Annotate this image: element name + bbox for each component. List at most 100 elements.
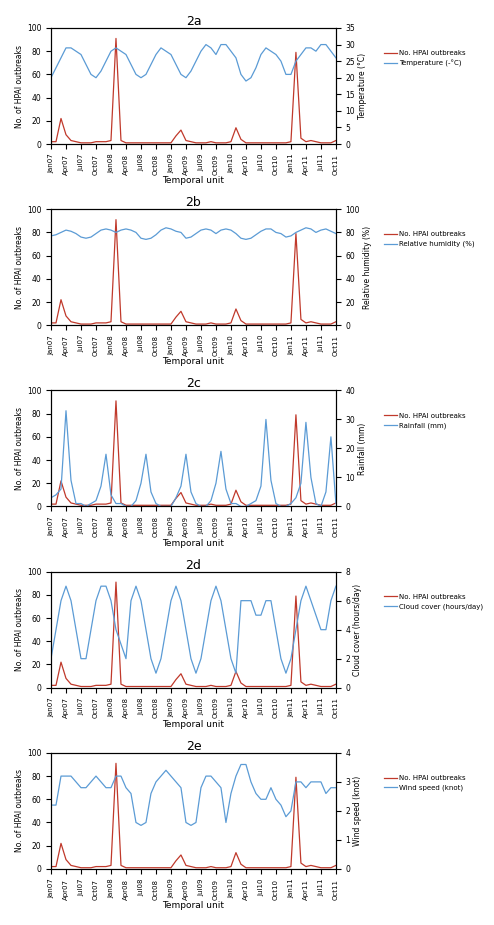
- X-axis label: Temporal unit: Temporal unit: [163, 357, 224, 366]
- X-axis label: Temporal unit: Temporal unit: [163, 720, 224, 729]
- Wind speed (knot): [138, 820, 144, 831]
- Title: 2d: 2d: [186, 559, 202, 572]
- No. HPAI outbreaks: [78, 862, 84, 873]
- Relative humidity (%): [268, 224, 274, 235]
- No. HPAI outbreaks: [113, 576, 119, 587]
- Cloud cover (hours/day): [123, 653, 129, 664]
- Cloud cover (hours/day): [323, 624, 329, 635]
- No. HPAI outbreaks: [128, 500, 134, 511]
- Relative humidity (%): [333, 228, 339, 240]
- No. HPAI outbreaks: [128, 137, 134, 148]
- Line: No. HPAI outbreaks: No. HPAI outbreaks: [51, 401, 336, 505]
- Rainfall (mm): [123, 501, 129, 512]
- Line: No. HPAI outbreaks: No. HPAI outbreaks: [51, 39, 336, 142]
- Title: 2b: 2b: [186, 196, 202, 209]
- Relative humidity (%): [118, 225, 124, 236]
- Line: Wind speed (knot): Wind speed (knot): [51, 764, 336, 825]
- No. HPAI outbreaks: [333, 135, 339, 146]
- No. HPAI outbreaks: [323, 681, 329, 692]
- Y-axis label: Temperature (°C): Temperature (°C): [358, 53, 367, 119]
- Cloud cover (hours/day): [48, 653, 54, 664]
- No. HPAI outbreaks: [268, 681, 274, 692]
- X-axis label: Temporal unit: Temporal unit: [163, 901, 224, 910]
- No. HPAI outbreaks: [123, 137, 129, 148]
- No. HPAI outbreaks: [113, 214, 119, 225]
- Y-axis label: Relative humidity (%): Relative humidity (%): [363, 226, 372, 309]
- Relative humidity (%): [143, 234, 149, 245]
- Cloud cover (hours/day): [63, 581, 69, 592]
- Wind speed (knot): [268, 783, 274, 794]
- No. HPAI outbreaks: [123, 318, 129, 329]
- No. HPAI outbreaks: [113, 33, 119, 44]
- No. HPAI outbreaks: [128, 862, 134, 873]
- Y-axis label: Cloud cover (hours/day): Cloud cover (hours/day): [353, 584, 362, 676]
- Wind speed (knot): [238, 758, 244, 770]
- Y-axis label: No. of HPAI outbreaks: No. of HPAI outbreaks: [15, 770, 24, 853]
- Line: No. HPAI outbreaks: No. HPAI outbreaks: [51, 582, 336, 686]
- Temperature (-°C): [118, 45, 124, 56]
- Cloud cover (hours/day): [333, 581, 339, 592]
- Line: Relative humidity (%): Relative humidity (%): [51, 228, 336, 240]
- Cloud cover (hours/day): [268, 595, 274, 606]
- Wind speed (knot): [323, 788, 329, 799]
- No. HPAI outbreaks: [113, 395, 119, 406]
- Line: Rainfall (mm): Rainfall (mm): [51, 411, 336, 507]
- Wind speed (knot): [48, 799, 54, 810]
- X-axis label: Temporal unit: Temporal unit: [163, 538, 224, 548]
- Cloud cover (hours/day): [298, 595, 304, 606]
- Temperature (-°C): [333, 53, 339, 64]
- No. HPAI outbreaks: [323, 500, 329, 511]
- Line: No. HPAI outbreaks: No. HPAI outbreaks: [51, 219, 336, 324]
- No. HPAI outbreaks: [123, 862, 129, 873]
- Title: 2c: 2c: [186, 377, 201, 390]
- Title: 2a: 2a: [186, 15, 201, 28]
- Relative humidity (%): [48, 230, 54, 241]
- Y-axis label: No. of HPAI outbreaks: No. of HPAI outbreaks: [15, 407, 24, 490]
- No. HPAI outbreaks: [323, 862, 329, 873]
- No. HPAI outbreaks: [268, 500, 274, 511]
- Relative humidity (%): [113, 227, 119, 238]
- Rainfall (mm): [298, 477, 304, 488]
- Temperature (-°C): [48, 72, 54, 83]
- Temperature (-°C): [268, 45, 274, 56]
- No. HPAI outbreaks: [248, 862, 254, 873]
- Line: Temperature (-°C): Temperature (-°C): [51, 44, 336, 81]
- Y-axis label: No. of HPAI outbreaks: No. of HPAI outbreaks: [15, 226, 24, 309]
- Relative humidity (%): [298, 225, 304, 236]
- No. HPAI outbreaks: [123, 681, 129, 692]
- Wind speed (knot): [113, 771, 119, 782]
- No. HPAI outbreaks: [298, 495, 304, 506]
- Rainfall (mm): [63, 405, 69, 416]
- Rainfall (mm): [248, 498, 254, 509]
- Y-axis label: Wind speed (knot): Wind speed (knot): [353, 776, 362, 846]
- No. HPAI outbreaks: [248, 500, 254, 511]
- No. HPAI outbreaks: [333, 860, 339, 871]
- Temperature (-°C): [323, 39, 329, 50]
- Cloud cover (hours/day): [118, 638, 124, 649]
- Temperature (-°C): [248, 72, 254, 83]
- Temperature (-°C): [113, 43, 119, 54]
- No. HPAI outbreaks: [248, 137, 254, 148]
- Cloud cover (hours/day): [248, 595, 254, 606]
- Title: 2e: 2e: [186, 740, 201, 753]
- No. HPAI outbreaks: [323, 318, 329, 329]
- Rainfall (mm): [83, 501, 89, 512]
- Y-axis label: No. of HPAI outbreaks: No. of HPAI outbreaks: [15, 588, 24, 672]
- No. HPAI outbreaks: [113, 758, 119, 769]
- Legend: No. HPAI outbreaks, Rainfall (mm): No. HPAI outbreaks, Rainfall (mm): [382, 412, 467, 430]
- Relative humidity (%): [323, 224, 329, 235]
- No. HPAI outbreaks: [128, 318, 134, 329]
- Rainfall (mm): [323, 487, 329, 498]
- Rainfall (mm): [333, 498, 339, 509]
- No. HPAI outbreaks: [298, 676, 304, 687]
- No. HPAI outbreaks: [333, 498, 339, 509]
- No. HPAI outbreaks: [128, 681, 134, 692]
- Wind speed (knot): [298, 776, 304, 787]
- No. HPAI outbreaks: [48, 317, 54, 328]
- X-axis label: Temporal unit: Temporal unit: [163, 176, 224, 185]
- Wind speed (knot): [118, 771, 124, 782]
- No. HPAI outbreaks: [123, 500, 129, 511]
- No. HPAI outbreaks: [333, 679, 339, 690]
- Wind speed (knot): [333, 783, 339, 794]
- Cloud cover (hours/day): [153, 668, 159, 679]
